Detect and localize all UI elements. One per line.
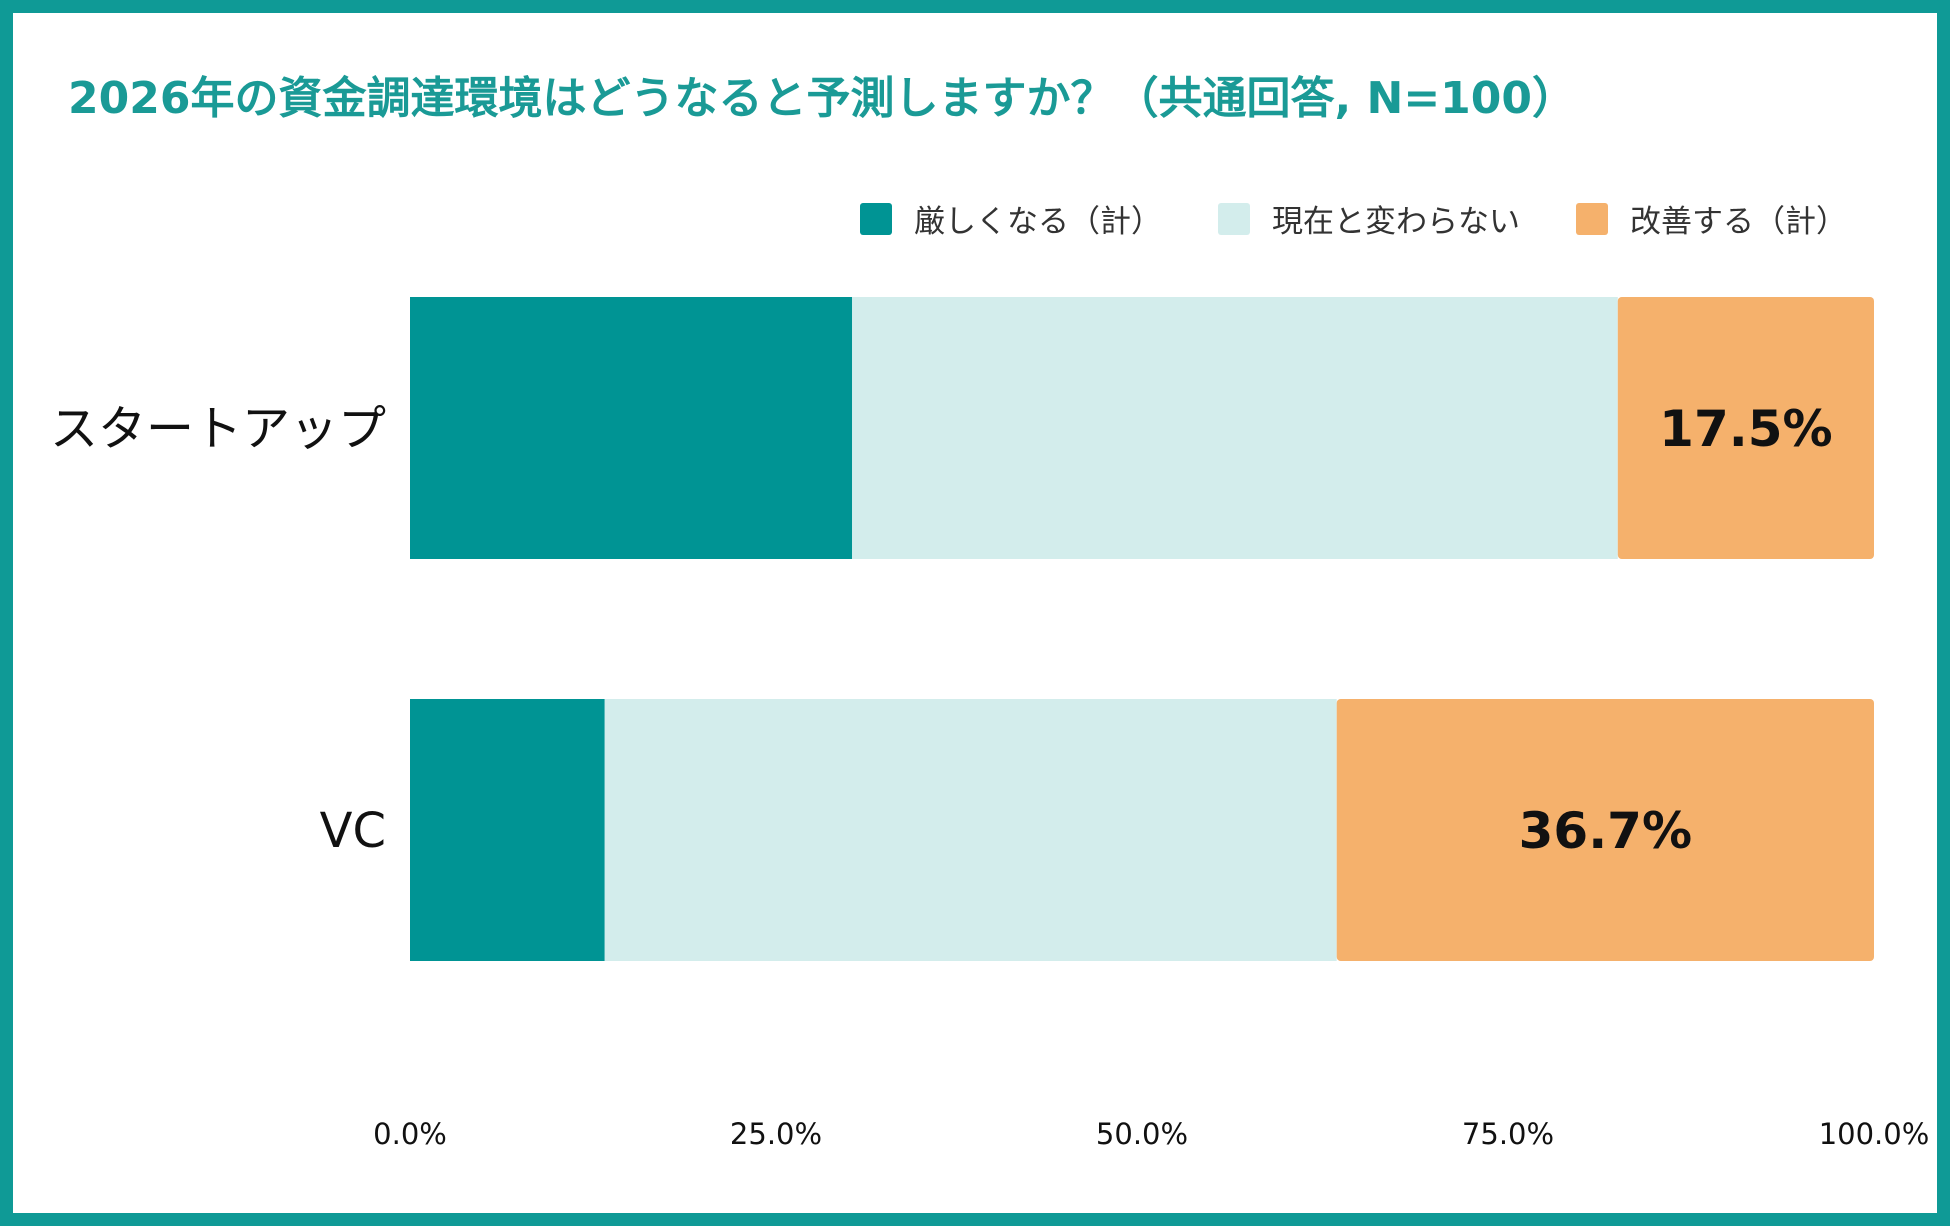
bar-startup-stricter [410,297,853,559]
legend-item-stricter: 厳しくなる（計） [860,196,1162,241]
legend-swatch-unchanged [1218,202,1250,235]
category-label-vc: VC [320,803,386,859]
data-label-vc-improve: 36.7% [1519,802,1692,860]
bar-startup-improve [1617,297,1874,559]
x-tick-label-50: 50.0% [1096,1117,1188,1151]
x-tick-label-25: 25.0% [730,1117,822,1151]
bar-vc-stricter [410,699,605,961]
bar-vc-improve [1336,699,1874,961]
legend-label-improve: 改善する（計） [1630,204,1847,240]
legend: 厳しくなる（計） 現在と変わらない 改善する（計） [860,196,1847,241]
legend-swatch-improve [1576,202,1608,235]
category-label-startup: スタートアップ [50,401,386,457]
bar-startup-unchanged [852,297,1618,559]
data-label-startup-improve: 17.5% [1659,400,1832,458]
x-tick-label-75: 75.0% [1462,1117,1554,1151]
legend-item-unchanged: 現在と変わらない [1218,196,1520,241]
chart-title: 2026年の資金調達環境はどうなると予測しますか？（共通回答, N=100） [68,73,1577,124]
x-tick-label-0: 0.0% [373,1117,447,1151]
bar-vc-unchanged [604,699,1337,961]
legend-swatch-stricter [860,202,892,235]
legend-label-stricter: 厳しくなる（計） [914,204,1162,240]
legend-item-improve: 改善する（計） [1576,196,1847,241]
x-tick-label-100: 100.0% [1819,1117,1930,1151]
legend-label-unchanged: 現在と変わらない [1272,204,1520,240]
